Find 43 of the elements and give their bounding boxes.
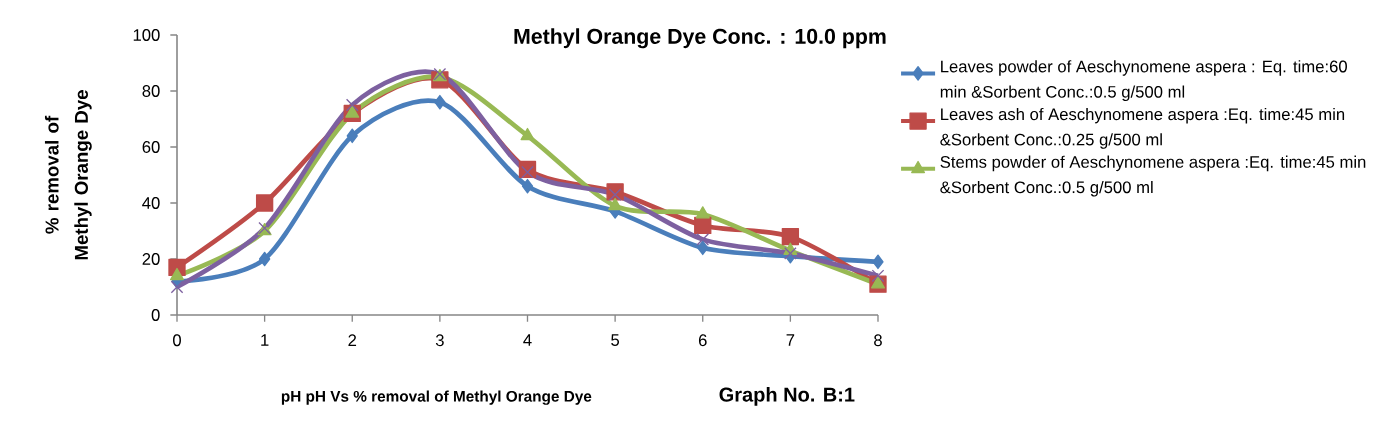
x-tick-label: 1 — [261, 334, 269, 346]
point — [696, 233, 710, 246]
legend-label: Leaves powder of Aeschynomene aspera : Eq. time:60 min &Sorbent Conc.:0.5 g/500 ml — [940, 60, 1347, 102]
y-tick-label: 80 — [142, 85, 160, 97]
y-axis-title: % removal of Methyl Orange Dye — [44, 90, 92, 260]
chart-title: Methyl Orange Dye Conc. : 10.0 ppm — [514, 28, 886, 49]
point — [872, 254, 884, 270]
x-tick-label: 0 — [173, 334, 181, 347]
point — [346, 128, 358, 144]
point — [521, 165, 534, 179]
x-axis-title: pH pH Vs % removal of Methyl Orange Dye — [281, 390, 592, 405]
y-tick-label: 20 — [142, 253, 160, 265]
point — [255, 194, 274, 212]
point — [520, 127, 535, 141]
x-tick-label: 5 — [611, 334, 620, 346]
legend-label: Stems powder of Aeschynomene aspera :Eq. time:45 min &Sorbent Conc.:0.5 g/500 ml — [940, 155, 1366, 197]
text: Graph No. B:1 — [719, 387, 855, 406]
legend-label: Leaves ash of Aeschynomene aspera :Eq. time:45 min &Sorbent Conc.:0.25 g/500 ml — [940, 107, 1345, 149]
point — [170, 280, 184, 294]
point — [608, 197, 623, 211]
y-tick-label: 40 — [142, 197, 160, 209]
y-tick-label: 100 — [133, 29, 160, 41]
x-tick-label: 3 — [435, 334, 444, 347]
point — [608, 188, 622, 201]
point — [697, 240, 709, 256]
point — [521, 178, 534, 194]
point — [871, 269, 885, 283]
y-tick-label: 0 — [151, 309, 160, 321]
point — [258, 251, 271, 267]
x-tick-label: 8 — [874, 334, 882, 347]
point — [345, 105, 360, 118]
point — [434, 94, 446, 110]
point — [870, 276, 886, 289]
point — [784, 247, 797, 260]
point — [695, 206, 710, 219]
x-tick-label: 2 — [348, 334, 357, 346]
point — [345, 98, 359, 112]
x-tick-label: 7 — [786, 334, 795, 346]
y-tick-label: 60 — [142, 141, 160, 153]
point — [781, 227, 800, 246]
x-tick-label: 4 — [523, 334, 532, 346]
point — [169, 267, 185, 281]
x-tick-label: 6 — [698, 334, 707, 347]
